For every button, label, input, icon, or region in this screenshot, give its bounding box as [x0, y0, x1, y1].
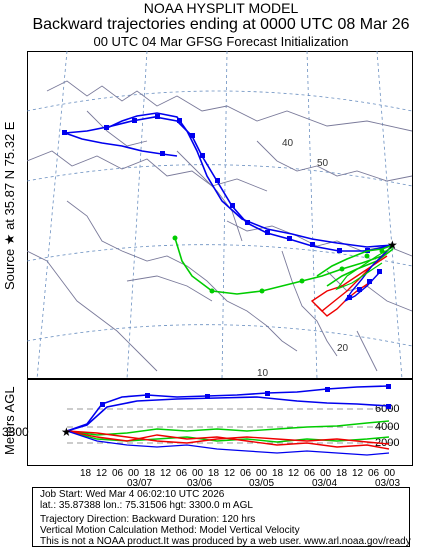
red-vertical-profile: [66, 430, 390, 450]
model-title: NOAA HYSPLIT MODEL: [143, 0, 299, 16]
date-axis: 03/07 03/06 03/05 03/04 03/03: [127, 478, 400, 487]
svg-text:03/04: 03/04: [312, 478, 337, 487]
start-star-icon: ★: [61, 425, 72, 439]
forecast-subtitle: 00 UTC 04 Mar GFSG Forecast Initializati…: [93, 34, 349, 49]
vertical-motion-text: Vertical Motion Calculation Method: Mode…: [40, 525, 300, 536]
hour-axis: 18 12 06 00 18 12 06 00 18 12 06 00 18 1…: [80, 468, 396, 479]
height-gridlines: [67, 408, 397, 444]
grid-label-20: 20: [337, 343, 349, 354]
svg-text:12: 12: [96, 468, 108, 479]
svg-text:00: 00: [384, 468, 396, 479]
svg-text:06: 06: [304, 468, 316, 479]
svg-text:00: 00: [128, 468, 140, 479]
svg-text:12: 12: [224, 468, 236, 479]
svg-text:03/07: 03/07: [127, 478, 152, 487]
svg-text:12: 12: [352, 468, 364, 479]
info-box: [32, 487, 410, 547]
grid-label-10: 10: [257, 368, 269, 379]
meters-agl-label: Meters AGL: [2, 386, 17, 455]
vertical-frame: [27, 379, 413, 466]
green-cluster: [335, 246, 394, 291]
blue-cluster-vertical: [66, 430, 390, 456]
location-text: lat.: 35.87388 lon.: 75.31506 hgt: 3300.…: [40, 500, 253, 511]
svg-text:18: 18: [336, 468, 348, 479]
svg-text:06: 06: [240, 468, 252, 479]
source-star-icon: ★: [387, 238, 398, 252]
trajectory-title: Backward trajectories ending at 0000 UTC…: [32, 16, 410, 33]
svg-text:00: 00: [192, 468, 204, 479]
svg-text:00: 00: [320, 468, 332, 479]
direction-text: Trajectory Direction: Backward Duration:…: [40, 514, 256, 525]
svg-text:12: 12: [288, 468, 300, 479]
blue-cluster: [344, 244, 394, 302]
svg-text:18: 18: [80, 468, 92, 479]
start-height-label: 3300: [2, 425, 29, 439]
svg-text:06: 06: [176, 468, 188, 479]
y-tick-4000: 4000: [375, 421, 399, 433]
svg-text:03/05: 03/05: [249, 478, 274, 487]
svg-text:06: 06: [112, 468, 124, 479]
svg-text:18: 18: [208, 468, 220, 479]
svg-text:18: 18: [272, 468, 284, 479]
blue-vertical-markers: [100, 384, 391, 409]
green-markers: [172, 235, 385, 294]
svg-text:03/03: 03/03: [375, 478, 400, 487]
job-start-text: Job Start: Wed Mar 4 06:02:10 UTC 2026: [40, 489, 225, 500]
trajectory-map: 40 50 20 10: [27, 51, 413, 379]
graticule: [27, 51, 413, 379]
svg-text:06: 06: [368, 468, 380, 479]
disclaimer-text: This is not a NOAA product.It was produc…: [40, 536, 411, 547]
cluster-markers: [347, 269, 382, 300]
grid-label-50: 50: [317, 158, 329, 169]
grid-label-40: 40: [282, 138, 294, 149]
svg-text:03/06: 03/06: [187, 478, 212, 487]
svg-text:12: 12: [160, 468, 172, 479]
y-tick-2000: 2000: [375, 437, 399, 449]
map-frame: [27, 51, 413, 379]
source-location-label: Source ★ at 35.87 N 75.32 E: [2, 121, 17, 290]
svg-text:18: 18: [144, 468, 156, 479]
svg-text:00: 00: [256, 468, 268, 479]
